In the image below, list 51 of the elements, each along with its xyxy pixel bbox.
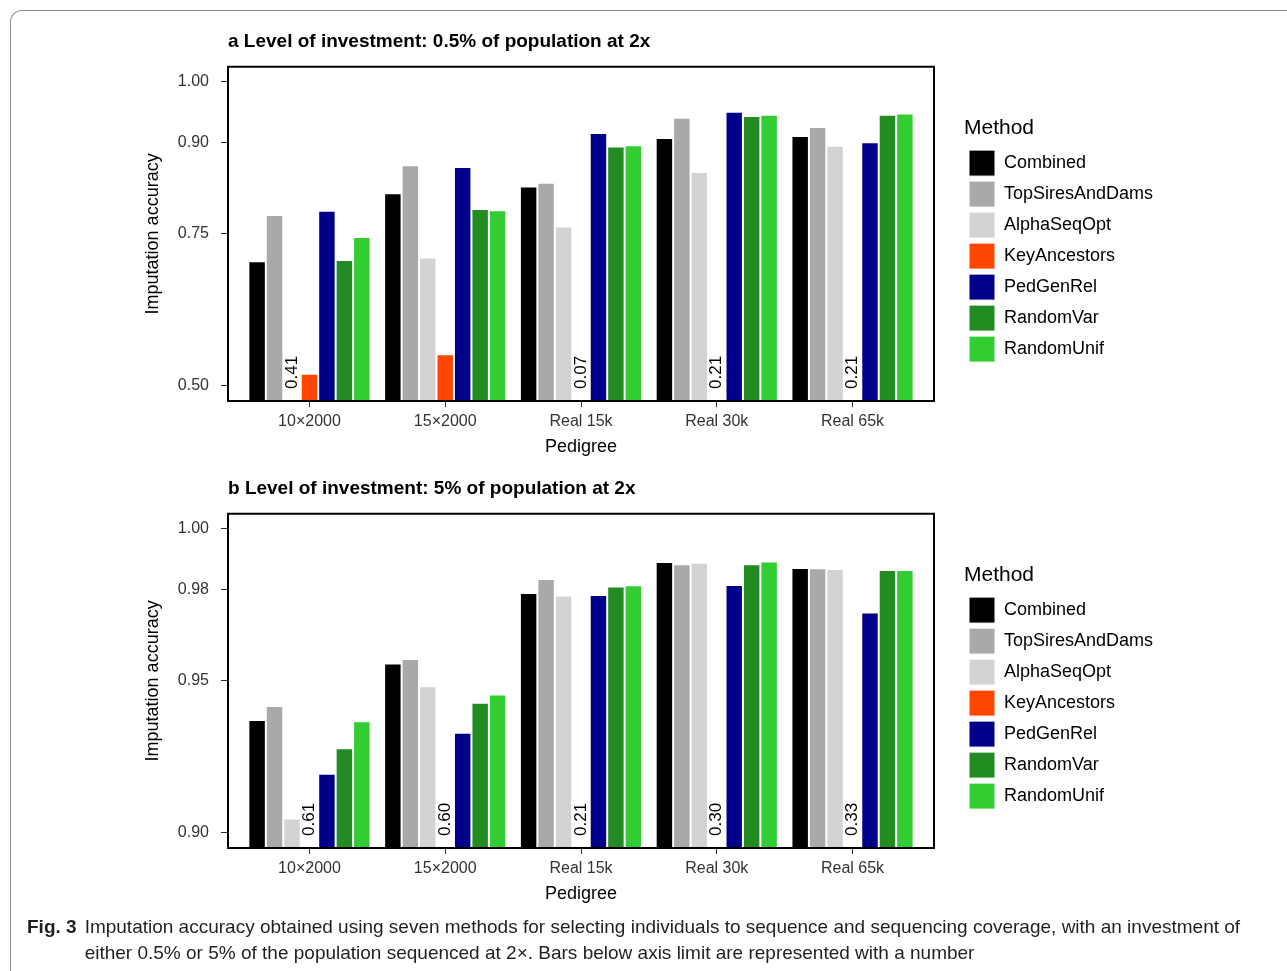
legend-label: TopSiresAndDams: [1004, 183, 1154, 204]
y-tick-label: 0.90: [177, 133, 210, 151]
y-tick-label: 0.90: [177, 823, 210, 841]
legend-label: RandomVar: [1004, 307, 1099, 328]
text: 0.60: [434, 802, 454, 836]
x-tick-label: Real 30k: [685, 859, 750, 877]
x-tick-label: 10×2000: [278, 859, 341, 877]
legend-label: Combined: [1004, 599, 1087, 620]
chart-title: a Level of investment: 0.5% of population at 2x: [228, 29, 651, 51]
y-axis-title: Imputation accuracy: [141, 600, 162, 762]
text: 0.30: [706, 802, 726, 836]
legend-label: AlphaSeqOpt: [1004, 661, 1112, 682]
x-tick-label: 15×2000: [413, 859, 477, 877]
x-tick-label: Real 65k: [820, 859, 886, 877]
x-tick-label: 10×2000: [278, 412, 341, 430]
legend-label: RandomVar: [1004, 754, 1099, 775]
text: Imputation accuracy obtained using seven methods for selecting individuals to sequence and sequencing coverage, with an investment of either 0.5% or 5% of the population sequenced at 2×. Bars below axis limit are represented with a number: [84, 915, 1242, 965]
text: 0.61: [299, 802, 319, 836]
caption: Fig. 3: [27, 915, 77, 939]
x-tick-label: Real 30k: [685, 412, 750, 430]
x-axis-title: Pedigree: [544, 436, 618, 457]
legend-label: KeyAncestors: [1004, 692, 1116, 713]
text: 0.41: [281, 355, 301, 389]
legend-label: KeyAncestors: [1004, 245, 1116, 266]
chart-title: b Level of investment: 5% of population at 2x: [228, 476, 636, 498]
x-tick-label: 15×2000: [413, 412, 477, 430]
y-tick-label: 1.00: [177, 72, 210, 90]
y-tick-label: 0.50: [177, 376, 210, 394]
text: 0.21: [570, 802, 590, 836]
y-tick-label: 1.00: [177, 519, 210, 537]
text: 0.21: [842, 355, 862, 389]
legend-label: Combined: [1004, 152, 1087, 173]
text: 0.07: [570, 355, 590, 389]
x-tick-label: Real 65k: [820, 412, 886, 430]
y-tick-label: 0.98: [177, 580, 210, 598]
legend-label: TopSiresAndDams: [1004, 630, 1154, 651]
y-tick-label: 0.75: [177, 224, 210, 242]
x-axis-title: Pedigree: [544, 883, 618, 904]
legend-title: Method: [964, 115, 1035, 139]
x-tick-label: Real 15k: [549, 412, 614, 430]
y-axis-title: Imputation accuracy: [141, 153, 162, 315]
legend-label: RandomUnif: [1004, 785, 1106, 806]
legend-label: PedGenRel: [1004, 276, 1098, 297]
y-tick-label: 0.95: [177, 671, 210, 689]
x-tick-label: Real 15k: [549, 859, 614, 877]
legend-label: RandomUnif: [1004, 338, 1106, 359]
legend-title: Method: [964, 562, 1035, 586]
text: 0.21: [706, 355, 726, 389]
legend-label: PedGenRel: [1004, 723, 1098, 744]
text: 0.33: [842, 802, 862, 836]
legend-label: AlphaSeqOpt: [1004, 214, 1112, 235]
